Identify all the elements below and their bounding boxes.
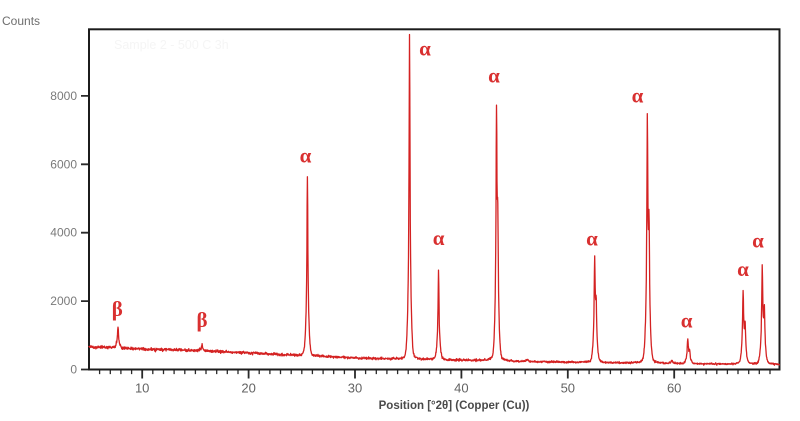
svg-text:α: α (300, 144, 312, 168)
svg-text:β: β (112, 297, 123, 321)
svg-text:4000: 4000 (50, 226, 77, 240)
svg-text:α: α (488, 64, 500, 88)
svg-text:α: α (632, 84, 644, 108)
svg-text:20: 20 (241, 381, 255, 396)
svg-text:α: α (681, 309, 693, 333)
svg-text:α: α (737, 257, 749, 281)
svg-text:Sample 2 - 500 C 3h: Sample 2 - 500 C 3h (114, 38, 229, 52)
svg-text:60: 60 (667, 381, 681, 396)
svg-text:2000: 2000 (50, 294, 77, 308)
svg-text:Counts: Counts (2, 14, 40, 28)
svg-text:50: 50 (561, 381, 575, 396)
svg-text:8000: 8000 (50, 89, 77, 103)
svg-text:Position [°2θ] (Copper (Cu)): Position [°2θ] (Copper (Cu)) (379, 400, 530, 412)
svg-text:β: β (196, 308, 207, 332)
svg-text:α: α (586, 227, 598, 251)
svg-text:10: 10 (135, 381, 149, 396)
svg-text:30: 30 (348, 381, 362, 396)
svg-text:α: α (752, 229, 764, 253)
svg-text:40: 40 (454, 381, 468, 396)
svg-text:α: α (433, 226, 445, 250)
svg-text:6000: 6000 (50, 157, 77, 171)
svg-text:α: α (419, 37, 431, 61)
svg-text:0: 0 (70, 363, 77, 377)
